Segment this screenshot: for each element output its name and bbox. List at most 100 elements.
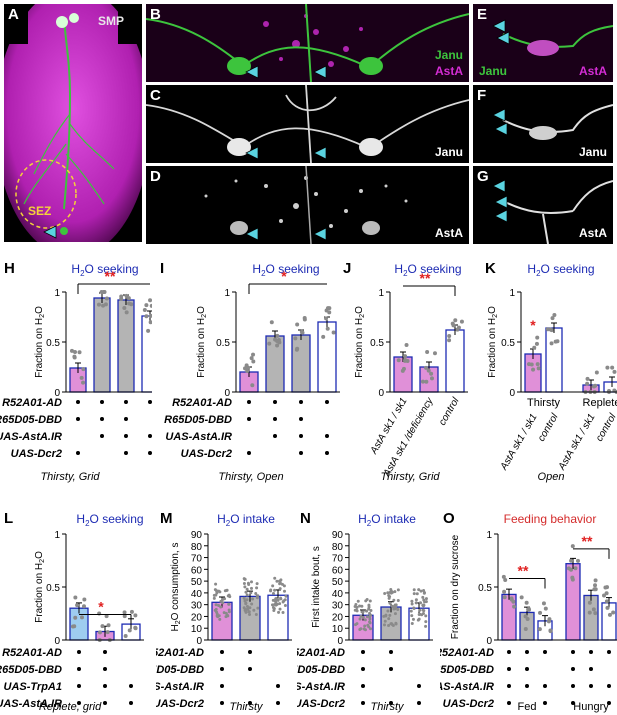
data-point-j <box>459 319 464 324</box>
y-tick-label-n: 20 <box>332 612 344 623</box>
data-point-n <box>360 610 364 614</box>
data-point-o <box>523 626 528 631</box>
y-tick-label-h: 0 <box>54 388 60 399</box>
data-point-n <box>383 619 387 623</box>
data-point-n <box>363 624 367 628</box>
genotype-label-i: R65D05-DBD <box>164 414 232 426</box>
data-point-m <box>249 580 253 584</box>
significance-h: ** <box>105 268 116 284</box>
genotype-dot-i <box>299 417 303 421</box>
data-point-n <box>422 589 426 593</box>
data-point-m <box>244 590 248 594</box>
genotype-label-n: R52A01-AD <box>297 647 345 659</box>
significance-o: ** <box>582 533 593 549</box>
y-tick-label-n: 30 <box>332 601 344 612</box>
data-point-m <box>283 603 287 607</box>
panel-label-m: M <box>160 510 173 527</box>
data-point-i <box>327 310 332 315</box>
label-f-janu: Janu <box>578 145 607 159</box>
genotype-label-l: UAS-TrpA1 <box>4 681 62 693</box>
data-point-i <box>276 338 281 343</box>
data-point-n <box>390 622 394 626</box>
data-point-n <box>396 598 400 602</box>
micrograph-c: Janu <box>146 85 469 163</box>
data-point-m <box>255 586 259 590</box>
genotype-dot-n <box>389 701 393 705</box>
y-tick-label-o: 1 <box>486 530 492 541</box>
significance-j: ** <box>420 270 431 286</box>
data-point-i <box>267 341 272 346</box>
data-point-m <box>254 612 258 616</box>
genotype-dot-l <box>129 701 133 705</box>
data-point-o <box>509 596 514 601</box>
data-point-n <box>354 603 358 607</box>
bar-j <box>393 356 413 393</box>
data-point-n <box>387 623 391 627</box>
significance-k: * <box>530 317 536 333</box>
data-point-h <box>148 298 152 303</box>
data-point-o <box>603 585 608 590</box>
data-point-o <box>593 583 598 588</box>
data-point-i <box>294 347 299 352</box>
y-tick-label-m: 70 <box>191 554 203 565</box>
bar-h <box>93 297 111 393</box>
data-point-m <box>213 588 217 592</box>
data-point-n <box>424 614 428 618</box>
data-point-n <box>409 609 413 613</box>
genotype-dot-m <box>220 667 224 671</box>
data-point-o <box>605 605 610 610</box>
data-point-i <box>273 337 278 342</box>
data-point-m <box>217 614 221 618</box>
genotype-dot-o <box>571 667 575 671</box>
genotype-dot-i <box>273 434 277 438</box>
y-tick-label-h: 0.5 <box>46 338 60 349</box>
data-point-o <box>569 558 574 563</box>
genotype-dot-l <box>77 650 81 654</box>
genotype-label-i: R52A01-AD <box>172 397 232 409</box>
panel-label-l: L <box>4 510 14 527</box>
genotype-dot-h <box>124 417 128 421</box>
data-point-h <box>96 302 101 307</box>
data-point-j <box>404 343 409 348</box>
data-point-o <box>548 629 553 634</box>
genotype-dot-i <box>247 400 251 404</box>
bar-o <box>565 563 581 641</box>
data-point-k <box>552 312 557 317</box>
micrograph-e: Janu AstA <box>473 4 613 82</box>
genotype-dot-h <box>148 451 152 455</box>
data-point-n <box>388 590 392 594</box>
data-point-m <box>244 602 248 606</box>
genotype-dot-n <box>417 701 421 705</box>
panel-label-g: G <box>477 168 489 185</box>
data-point-j <box>447 338 452 343</box>
data-point-m <box>273 603 277 607</box>
data-point-o <box>593 578 598 583</box>
y-tick-label-n: 10 <box>332 624 344 635</box>
genotype-dot-h <box>100 434 104 438</box>
data-point-m <box>244 610 248 614</box>
data-point-h <box>81 380 86 385</box>
data-point-n <box>410 599 414 603</box>
data-point-m <box>223 597 227 601</box>
data-point-n <box>363 618 367 622</box>
bar-m <box>211 601 233 641</box>
data-point-n <box>384 613 388 617</box>
data-point-n <box>386 609 390 613</box>
data-point-o <box>570 544 575 549</box>
category-label-j: control <box>437 395 462 427</box>
y-tick-label-n: 40 <box>332 589 344 600</box>
data-point-o <box>519 595 524 600</box>
data-point-i <box>269 320 274 325</box>
data-point-i <box>250 383 255 388</box>
data-point-j <box>456 325 461 330</box>
data-point-n <box>388 601 392 605</box>
y-tick-label-m: 60 <box>191 565 203 576</box>
y-axis-label-n: First intake bout, s <box>311 546 322 628</box>
data-point-n <box>364 599 368 603</box>
data-point-o <box>604 599 609 604</box>
y-tick-label-h: 1 <box>54 288 60 299</box>
data-point-n <box>358 604 362 608</box>
significance-l: * <box>98 599 104 615</box>
micrograph-c-image <box>146 85 469 163</box>
data-point-n <box>387 617 391 621</box>
